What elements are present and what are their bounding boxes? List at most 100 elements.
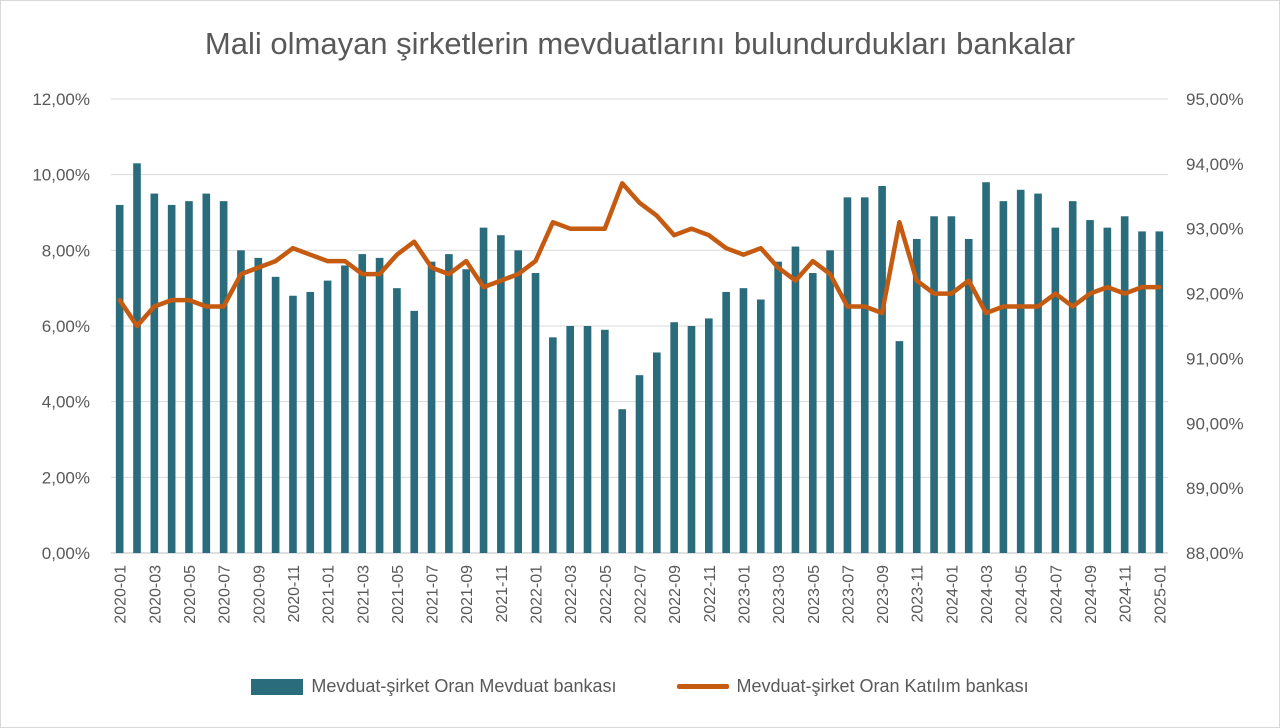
chart-title: Mali olmayan şirketlerin mevduatlarını b… [204,26,1076,61]
right-tick-label: 93,00% [1186,220,1244,239]
bar [1016,189,1025,554]
x-tick-label: 2021-07 [425,565,442,624]
x-tick-label: 2020-01 [113,565,130,624]
left-tick-label: 6,00% [42,317,90,336]
bar [341,265,349,553]
right-axis: 88,00% 89,00% 90,00% 91,00% 92,00% 93,00% 94,0… [1186,90,1244,563]
legend-label-bar: Mevduat-şirket Oran Mevduat bankası [311,676,617,696]
bar [808,273,817,553]
right-tick-label: 95,00% [1186,90,1244,109]
x-tick-label: 2025-01 [1152,565,1169,624]
bar [237,250,245,554]
bar [358,254,367,553]
legend-swatch-bar [251,678,304,695]
bar [514,250,523,554]
bar [895,341,904,553]
x-tick-label: 2023-07 [840,565,857,624]
x-tick-label: 2023-03 [771,565,788,624]
bar [618,409,626,553]
bar [722,291,730,553]
x-tick-label: 2020-11 [286,565,303,623]
bar [687,326,696,553]
bar [756,299,765,553]
bar-series [115,163,1164,554]
left-tick-label: 2,00% [42,468,90,487]
bar [427,261,436,553]
bar [704,318,713,553]
x-tick-label: 2021-09 [459,565,476,624]
x-tick-label: 2021-01 [321,565,338,624]
right-tick-label: 88,00% [1186,544,1244,563]
bar [185,201,193,553]
bar [375,257,384,553]
x-tick-label: 2020-09 [251,565,268,624]
bar [670,322,678,553]
right-tick-label: 90,00% [1186,414,1244,433]
right-tick-label: 92,00% [1186,285,1244,304]
bar [1155,231,1164,553]
bar [982,182,990,553]
x-tick-label: 2024-05 [1014,565,1031,624]
bar [271,276,280,553]
left-axis: 0,00% 2,00% 4,00% 6,00% 8,00% 10,00% 12,00% [32,90,90,563]
bar [219,201,228,553]
left-tick-label: 8,00% [42,241,90,260]
bar [566,326,575,553]
x-tick-label: 2024-09 [1083,565,1100,624]
x-tick-label: 2022-01 [529,565,546,624]
bar [445,254,453,553]
bar [999,201,1008,553]
bar [601,329,609,553]
right-tick-label: 89,00% [1186,479,1244,498]
bar [826,250,834,554]
bar [115,204,124,553]
bar [150,193,159,554]
bar [167,204,176,553]
x-tick-label: 2022-07 [633,565,650,624]
bar [1120,216,1129,554]
bar [1103,227,1112,553]
x-tick-label: 2021-11 [494,565,511,623]
x-axis: 2020-01 2020-03 2020-05 2020-07 2020-09 2020-… [113,565,1170,624]
x-tick-label: 2020-07 [217,565,234,624]
x-tick-label: 2022-03 [563,565,580,624]
bar [1034,193,1042,554]
bar [289,295,297,553]
bar [774,261,782,553]
x-tick-label: 2021-03 [355,565,372,624]
bar [479,227,488,553]
x-tick-label: 2024-01 [944,565,961,624]
bar [531,273,540,553]
series-line [117,181,1162,329]
x-tick-label: 2022-05 [598,565,615,624]
x-tick-label: 2020-03 [147,565,164,624]
bar [1086,220,1094,554]
right-tick-label: 94,00% [1186,155,1244,174]
legend-item-bar: Mevduat-şirket Oran Mevduat bankası [251,676,617,697]
bar [1051,227,1060,553]
bar [635,375,644,553]
left-tick-label: 4,00% [42,393,90,412]
x-tick-label: 2022-11 [702,565,719,623]
bar [912,238,921,553]
x-tick-label: 2020-05 [182,565,199,624]
x-tick-label: 2023-05 [806,565,823,624]
bar [549,337,557,553]
bar [653,352,661,553]
x-tick-label: 2024-07 [1048,565,1065,624]
bar [964,238,973,553]
x-tick-label: 2022-09 [667,565,684,624]
bar [323,280,332,553]
bar [947,216,956,554]
legend: Mevduat-şirket Oran Mevduat bankası Mevd… [0,676,1280,697]
x-tick-label: 2023-01 [736,565,753,624]
bar [583,326,592,553]
bar [1068,201,1077,553]
x-tick-label: 2023-09 [875,565,892,624]
bar [497,235,505,553]
bar [791,246,800,554]
x-tick-label: 2023-11 [910,565,927,623]
bar [739,288,748,553]
bar [202,193,211,554]
